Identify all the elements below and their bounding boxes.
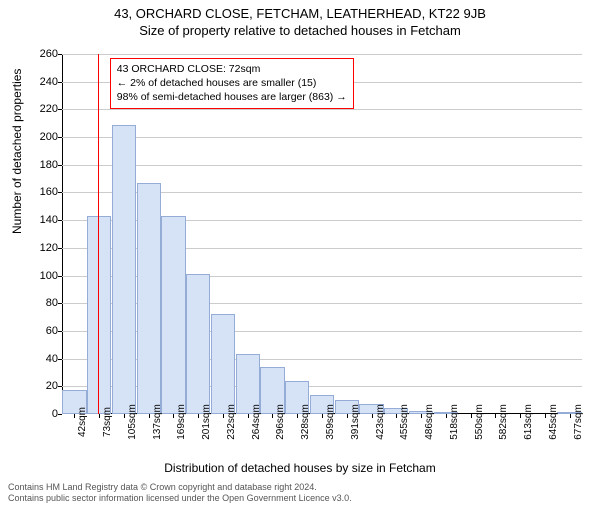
- ytick-mark: [58, 54, 62, 55]
- ytick-mark: [58, 165, 62, 166]
- xtick-mark: [446, 414, 447, 418]
- xtick-label: 613sqm: [523, 404, 534, 440]
- xtick-label: 645sqm: [548, 404, 559, 440]
- ytick-label: 120: [28, 242, 58, 254]
- xtick-mark: [248, 414, 249, 418]
- xtick-mark: [297, 414, 298, 418]
- xtick-label: 582sqm: [498, 404, 509, 440]
- xtick-mark: [99, 414, 100, 418]
- ytick-mark: [58, 220, 62, 221]
- xtick-label: 201sqm: [201, 404, 212, 440]
- histogram-bar: [161, 216, 185, 414]
- xtick-label: 518sqm: [449, 404, 460, 440]
- xtick-label: 550sqm: [474, 404, 485, 440]
- annotation-line-3: 98% of semi-detached houses are larger (…: [117, 90, 347, 104]
- footer-line-2: Contains public sector information licen…: [8, 493, 352, 504]
- ytick-label: 200: [28, 131, 58, 143]
- xtick-mark: [545, 414, 546, 418]
- ytick-label: 240: [28, 76, 58, 88]
- xtick-mark: [372, 414, 373, 418]
- ytick-mark: [58, 359, 62, 360]
- xtick-label: 169sqm: [176, 404, 187, 440]
- ytick-label: 180: [28, 159, 58, 171]
- ytick-label: 260: [28, 48, 58, 60]
- xtick-label: 264sqm: [251, 404, 262, 440]
- xtick-label: 296sqm: [275, 404, 286, 440]
- xtick-label: 232sqm: [226, 404, 237, 440]
- xtick-mark: [396, 414, 397, 418]
- title-sub: Size of property relative to detached ho…: [0, 23, 600, 38]
- ytick-mark: [58, 331, 62, 332]
- ytick-mark: [58, 137, 62, 138]
- annotation-box: 43 ORCHARD CLOSE: 72sqm ← 2% of detached…: [110, 58, 354, 109]
- xtick-label: 359sqm: [325, 404, 336, 440]
- annotation-line-1: 43 ORCHARD CLOSE: 72sqm: [117, 62, 347, 76]
- xtick-mark: [347, 414, 348, 418]
- ytick-label: 100: [28, 270, 58, 282]
- grid-line: [62, 137, 582, 138]
- xtick-label: 328sqm: [300, 404, 311, 440]
- ytick-label: 220: [28, 103, 58, 115]
- histogram-bar: [211, 314, 235, 414]
- ytick-mark: [58, 386, 62, 387]
- xtick-label: 391sqm: [350, 404, 361, 440]
- ytick-mark: [58, 82, 62, 83]
- annotation-line-2: ← 2% of detached houses are smaller (15): [117, 76, 347, 90]
- ytick-mark: [58, 303, 62, 304]
- ytick-mark: [58, 192, 62, 193]
- ytick-label: 80: [28, 297, 58, 309]
- xtick-mark: [322, 414, 323, 418]
- histogram-bar: [87, 216, 111, 414]
- xtick-mark: [495, 414, 496, 418]
- ytick-label: 140: [28, 214, 58, 226]
- ytick-label: 60: [28, 325, 58, 337]
- xtick-mark: [520, 414, 521, 418]
- ytick-mark: [58, 414, 62, 415]
- footer-attribution: Contains HM Land Registry data © Crown c…: [8, 482, 352, 505]
- ytick-label: 0: [28, 408, 58, 420]
- xtick-mark: [421, 414, 422, 418]
- grid-line: [62, 165, 582, 166]
- y-axis-label: Number of detached properties: [10, 69, 24, 234]
- xtick-label: 677sqm: [573, 404, 584, 440]
- xtick-label: 105sqm: [127, 404, 138, 440]
- grid-line: [62, 54, 582, 55]
- ytick-label: 160: [28, 186, 58, 198]
- xtick-mark: [124, 414, 125, 418]
- y-axis-line: [62, 54, 63, 414]
- xtick-label: 486sqm: [424, 404, 435, 440]
- xtick-label: 73sqm: [102, 407, 113, 437]
- chart-plot-area: 43 ORCHARD CLOSE: 72sqm ← 2% of detached…: [62, 54, 582, 414]
- ytick-mark: [58, 248, 62, 249]
- xtick-mark: [198, 414, 199, 418]
- ytick-label: 20: [28, 380, 58, 392]
- xtick-mark: [223, 414, 224, 418]
- xtick-label: 137sqm: [152, 404, 163, 440]
- ytick-label: 40: [28, 353, 58, 365]
- property-marker-line: [98, 54, 99, 414]
- xtick-label: 42sqm: [77, 407, 88, 437]
- histogram-bar: [112, 125, 136, 414]
- xtick-mark: [570, 414, 571, 418]
- xtick-label: 423sqm: [375, 404, 386, 440]
- xtick-mark: [173, 414, 174, 418]
- xtick-label: 455sqm: [399, 404, 410, 440]
- ytick-mark: [58, 276, 62, 277]
- title-main: 43, ORCHARD CLOSE, FETCHAM, LEATHERHEAD,…: [0, 6, 600, 21]
- footer-line-1: Contains HM Land Registry data © Crown c…: [8, 482, 352, 493]
- xtick-mark: [272, 414, 273, 418]
- xtick-mark: [74, 414, 75, 418]
- histogram-bar: [186, 274, 210, 414]
- xtick-mark: [149, 414, 150, 418]
- ytick-mark: [58, 109, 62, 110]
- histogram-bar: [137, 183, 161, 414]
- xtick-mark: [471, 414, 472, 418]
- x-axis-label: Distribution of detached houses by size …: [0, 461, 600, 475]
- grid-line: [62, 109, 582, 110]
